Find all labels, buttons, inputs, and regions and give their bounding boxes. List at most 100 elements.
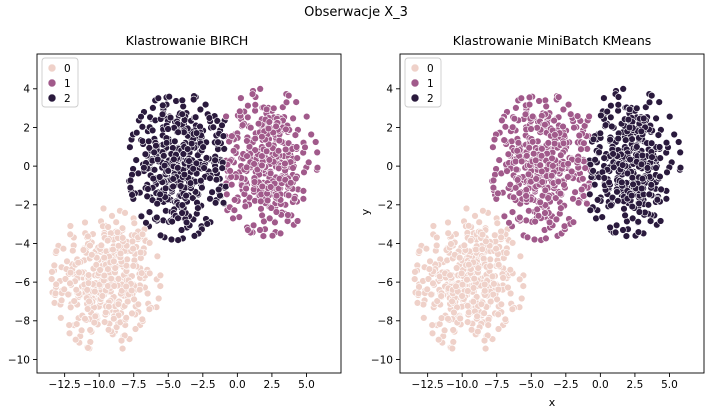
point-0 [425,265,434,273]
point-0 [429,222,438,230]
point-1 [501,123,510,131]
point-2 [676,164,685,172]
point-2 [192,159,201,168]
point-2 [596,129,604,138]
point-0 [130,219,139,227]
point-0 [107,275,115,283]
point-1 [289,164,297,172]
point-1 [290,195,299,203]
x-tick-label: 5.0 [298,379,315,391]
point-2 [206,174,214,182]
point-1 [549,162,557,170]
point-0 [138,230,147,239]
point-1 [537,152,546,160]
point-2 [174,214,182,222]
point-2 [614,101,622,109]
point-2 [156,190,164,199]
point-0 [51,289,60,298]
legend-marker-0 [410,63,420,73]
point-2 [621,136,630,144]
point-2 [169,175,177,183]
point-0 [104,223,112,231]
point-1 [266,214,274,223]
point-2 [209,123,218,131]
point-1 [577,185,586,194]
point-0 [100,271,109,280]
point-0 [464,287,472,295]
x-tick-label: −7.5 [121,379,147,391]
point-1 [557,204,565,212]
point-0 [411,268,419,276]
panel-title: Klastrowanie MiniBatch KMeans [453,33,652,48]
point-2 [192,129,201,137]
point-1 [289,114,297,123]
point-0 [104,265,112,273]
point-2 [148,126,157,135]
point-0 [506,266,514,274]
point-1 [292,174,300,183]
point-0 [72,320,81,328]
point-0 [110,315,118,323]
point-1 [299,195,308,203]
point-1 [571,188,579,196]
point-1 [575,131,583,140]
point-1 [511,184,520,192]
point-0 [460,241,468,250]
point-2 [149,104,157,112]
point-0 [84,279,93,287]
point-2 [134,169,143,178]
point-1 [279,103,287,111]
point-2 [633,143,641,151]
point-1 [489,176,498,185]
point-1 [524,170,533,179]
panel-title: Klastrowanie BIRCH [126,33,249,48]
y-axis-label: y [359,208,372,215]
point-2 [634,218,642,226]
legend-marker-1 [47,78,57,88]
point-1 [525,207,533,215]
point-0 [88,251,96,259]
y-tick-label: 0 [386,161,393,173]
point-2 [197,177,205,185]
point-0 [490,280,498,288]
point-2 [627,191,636,200]
point-2 [150,166,159,174]
point-2 [154,155,162,164]
point-2 [609,150,617,158]
point-1 [533,205,541,214]
point-2 [622,232,631,240]
point-2 [174,128,182,136]
point-2 [137,112,145,121]
point-2 [165,92,173,101]
point-0 [134,300,143,308]
point-0 [504,283,512,292]
point-2 [600,154,608,162]
point-2 [164,125,172,133]
point-0 [465,222,473,230]
point-1 [313,148,321,157]
legend-box [404,57,442,108]
point-1 [581,164,589,172]
point-1 [516,213,524,222]
point-2 [607,201,615,210]
point-2 [634,228,643,236]
point-1 [235,213,243,221]
point-0 [57,296,66,305]
point-2 [218,121,226,130]
point-2 [589,135,598,144]
point-0 [467,236,475,245]
x-tick-label: −12.5 [412,379,444,391]
point-2 [178,96,187,105]
point-2 [625,105,634,114]
point-0 [433,233,441,242]
point-0 [433,241,441,250]
point-0 [414,289,423,298]
point-0 [118,287,126,295]
point-0 [457,269,466,278]
point-1 [285,91,293,100]
point-1 [276,229,285,238]
point-0 [494,325,503,333]
point-1 [542,102,550,111]
point-0 [118,344,127,353]
point-1 [266,169,275,178]
